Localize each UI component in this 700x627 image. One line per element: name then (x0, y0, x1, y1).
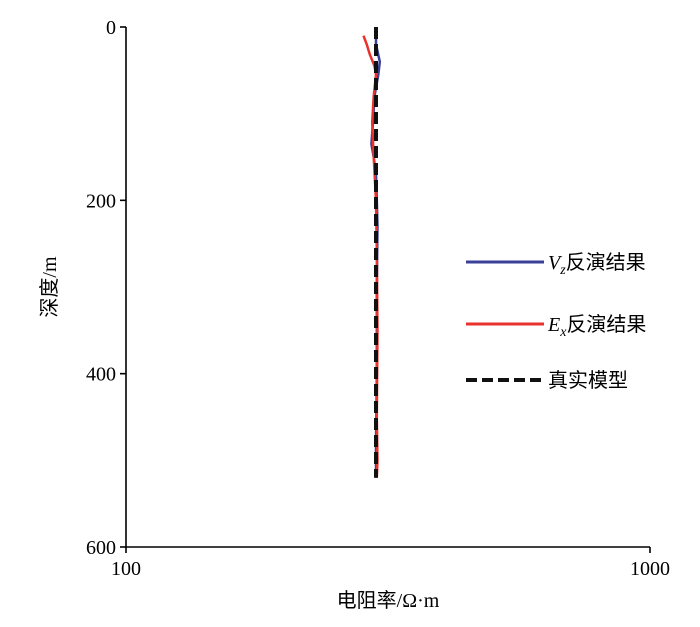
legend-label-1: Ex反演结果 (547, 313, 646, 340)
y-ticks: 0 200 400 600 (86, 17, 126, 559)
y-axis-label: 深度/m (38, 256, 61, 318)
legend-label-0: Vz反演结果 (548, 251, 646, 278)
y-tick-label: 0 (106, 17, 116, 39)
series-layer (362, 27, 382, 478)
y-tick-label: 200 (86, 190, 116, 212)
x-ticks: 100 1000 (111, 547, 670, 580)
y-tick-label: 400 (86, 364, 116, 386)
y-tick-label: 600 (86, 537, 116, 559)
x-axis-label: 电阻率/Ω·m (337, 589, 440, 612)
x-tick-label: 100 (111, 558, 141, 580)
legend-label-2: 真实模型 (548, 369, 628, 392)
x-tick-label: 1000 (630, 558, 670, 580)
